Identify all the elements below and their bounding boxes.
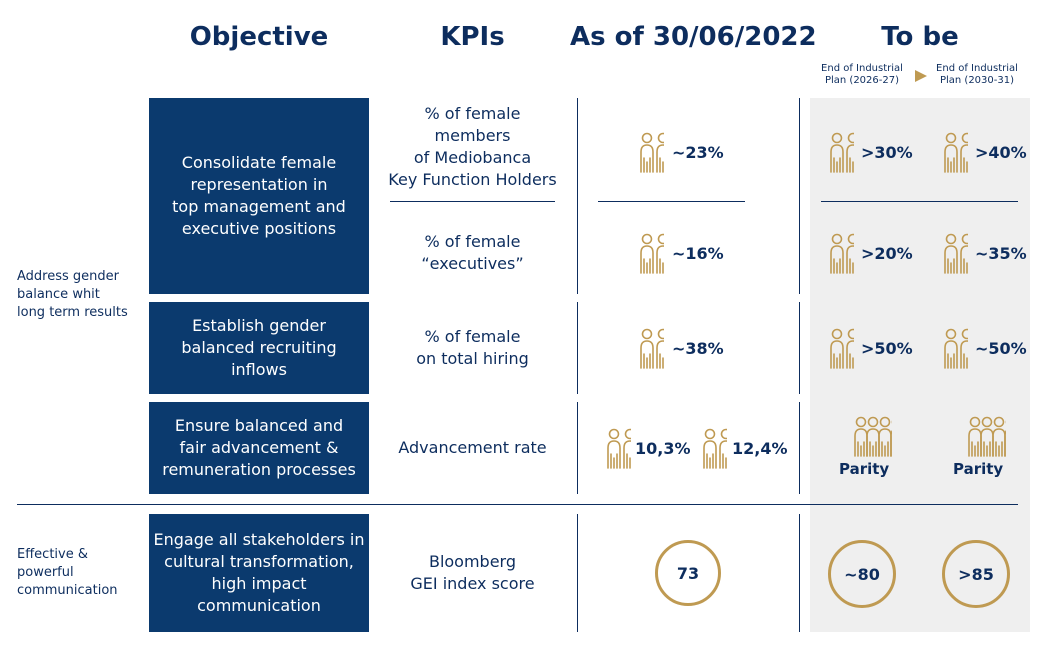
target-2026-value: Parity (839, 460, 890, 478)
kpi-female-executives: % of female “executives” (421, 232, 524, 273)
end-plan-2030-label: End of Industrial Plan (2030-31) (936, 63, 1018, 86)
current-value: ~23% (672, 143, 724, 162)
objective-communication: Engage all stakeholders in cultural tran… (149, 514, 369, 632)
objective-advancement: Ensure balanced and fair advancement & r… (149, 402, 369, 494)
column-divider (577, 302, 578, 394)
category-communication: Effective & powerful communication (17, 547, 118, 598)
objective-female-representation: Consolidate female representation in top… (149, 98, 369, 294)
target-2030-score-circle: >85 (942, 540, 1010, 608)
target-2026-value: >20% (861, 244, 913, 263)
objective-recruiting: Establish gender balanced recruiting inf… (149, 302, 369, 394)
kpi-row-divider (390, 201, 555, 202)
kpi-key-function-holders: % of female members of Mediobanca Key Fu… (388, 104, 557, 189)
target-2030-value: ~50% (975, 339, 1027, 358)
header-to-be: To be (881, 22, 959, 52)
kpi-advancement-rate: Advancement rate (398, 438, 547, 457)
target-2030-value: ~35% (975, 244, 1027, 263)
female-male-pair-icon (934, 132, 968, 174)
female-male-pair-icon (630, 132, 664, 174)
column-divider (577, 98, 578, 294)
kpi-bloomberg-gei: Bloomberg GEI index score (410, 552, 535, 593)
column-divider (799, 514, 800, 632)
female-male-pair-icon (630, 233, 664, 275)
current-value-a: 10,3% (635, 439, 691, 458)
target-2026-value: >30% (861, 143, 913, 162)
female-male-pair-icon (630, 328, 664, 370)
female-male-pair-icon (597, 428, 631, 470)
section-divider (17, 504, 1018, 505)
current-row-divider (598, 201, 745, 202)
end-plan-2026-label: End of Industrial Plan (2026-27) (821, 63, 903, 86)
current-value: ~16% (672, 244, 724, 263)
triangle-right-icon (915, 70, 927, 82)
group-of-people-icon (944, 416, 1006, 458)
female-male-pair-icon (693, 428, 727, 470)
target-2030-value: >40% (975, 143, 1027, 162)
column-divider (799, 302, 800, 394)
header-objective: Objective (189, 22, 329, 52)
target-row-divider (821, 201, 1018, 202)
column-divider (799, 402, 800, 494)
current-value-b: 12,4% (732, 439, 788, 458)
column-divider (799, 98, 800, 294)
column-divider (577, 514, 578, 632)
female-male-pair-icon (820, 233, 854, 275)
current-value: ~38% (672, 339, 724, 358)
current-score-circle: 73 (655, 540, 721, 606)
female-male-pair-icon (934, 328, 968, 370)
target-2026-value: >50% (861, 339, 913, 358)
kpi-total-hiring: % of female on total hiring (416, 327, 529, 368)
target-2026-score-circle: ~80 (828, 540, 896, 608)
header-as-of: As of 30/06/2022 (570, 22, 817, 52)
category-gender-balance: Address gender balance whit long term re… (17, 269, 128, 320)
female-male-pair-icon (820, 132, 854, 174)
female-male-pair-icon (820, 328, 854, 370)
header-kpis: KPIs (440, 22, 505, 52)
group-of-people-icon (830, 416, 892, 458)
target-2030-value: Parity (953, 460, 1004, 478)
female-male-pair-icon (934, 233, 968, 275)
column-divider (577, 402, 578, 494)
